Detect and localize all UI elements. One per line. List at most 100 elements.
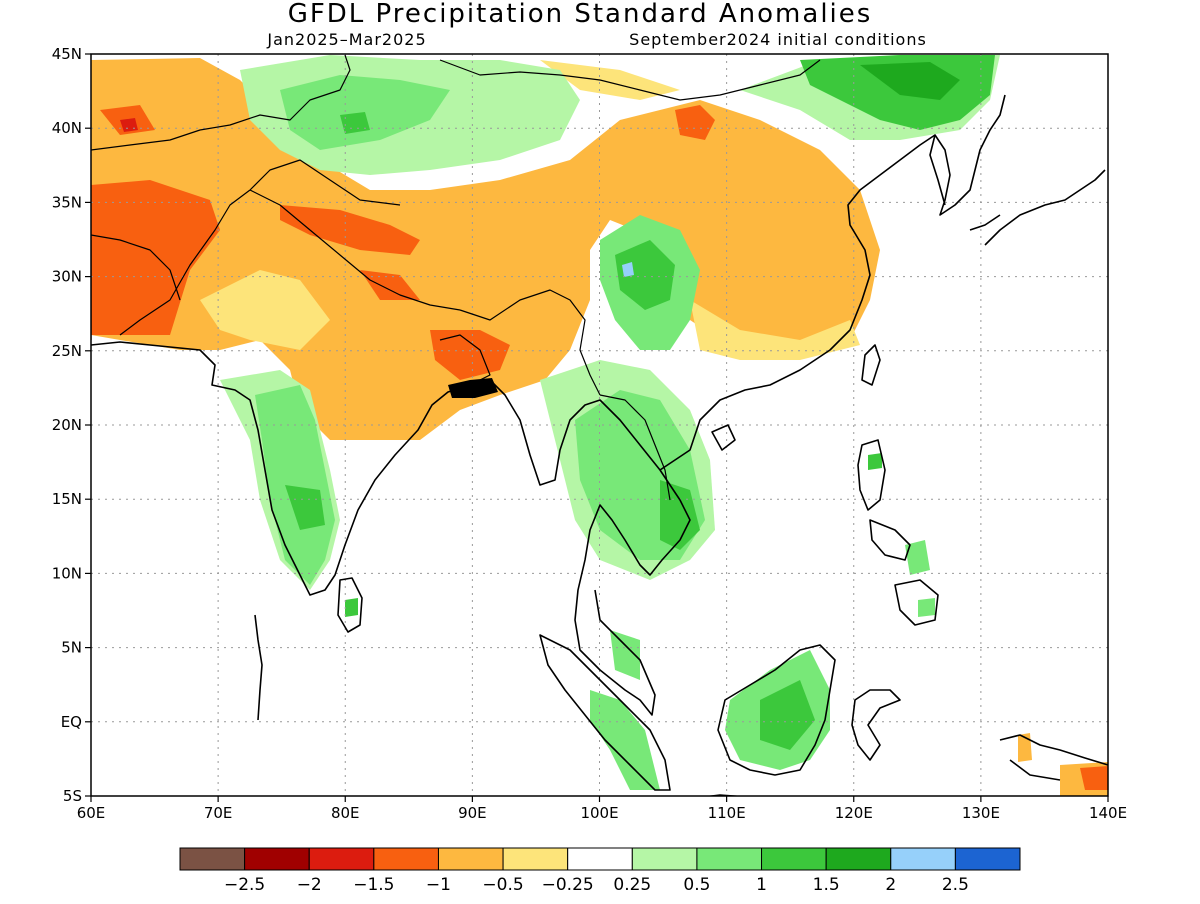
- coastline-south-asia: [91, 341, 691, 716]
- colorbar-label: −0.5: [482, 875, 523, 895]
- lon-tick-label: 80E: [331, 804, 360, 822]
- colorbar-swatch: [308, 847, 375, 871]
- coastline-japan: [969, 169, 1106, 246]
- wet-region-borneo-core: [760, 680, 815, 750]
- colorbar-swatch: [437, 847, 504, 871]
- dry-region-north-india: [200, 270, 330, 350]
- coastline-vietnam-china: [659, 94, 1006, 471]
- border-thailand-laos: [599, 394, 671, 501]
- coastline-taiwan: [861, 344, 881, 386]
- colorbar-label: −1: [426, 875, 451, 895]
- coastline-new-guinea: [999, 734, 1108, 781]
- lat-tick-label: EQ: [61, 713, 82, 731]
- strong-dry-bangladesh: [430, 330, 510, 380]
- lat-tick-label: 15N: [52, 490, 82, 508]
- lat-tick-label: 25N: [52, 342, 82, 360]
- coastline-sumatra: [539, 634, 671, 791]
- border-bangladesh: [439, 334, 491, 386]
- strong-dry-himalaya: [280, 205, 420, 255]
- strong-dry-tarim: [360, 270, 420, 300]
- strong-dry-afghanistan: [91, 180, 220, 335]
- colorbar-label: 0.25: [613, 875, 651, 895]
- colorbar-swatch: [631, 847, 698, 871]
- coastline-sulawesi: [851, 689, 901, 761]
- lon-tick-label: 110E: [708, 804, 746, 822]
- colorbar-swatch: [825, 847, 892, 871]
- wet-region-luzon: [868, 453, 882, 470]
- dry-region-mongolia: [540, 60, 680, 100]
- colorbar-swatch: [954, 847, 1021, 871]
- strong-dry-gobi: [675, 105, 715, 140]
- colorbar-label: 0.5: [683, 875, 710, 895]
- wet-region-tianshan-peak: [340, 112, 370, 134]
- colorbar-label: 2: [885, 875, 896, 895]
- coastline-mindanao: [894, 579, 939, 626]
- strong-dry-new-guinea: [1080, 766, 1108, 790]
- lon-tick-label: 120E: [835, 804, 873, 822]
- colorbar: −2.5 −2 −1.5 −1 −0.5 −0.25 0.25 0.5 1 1.5 2 2.5: [179, 847, 1021, 895]
- coastline-visayas: [869, 519, 911, 561]
- lat-tick-label: 20N: [52, 416, 82, 434]
- coastline-korea: [929, 134, 946, 206]
- colorbar-swatch: [761, 847, 827, 871]
- colorbar-swatch: [373, 847, 439, 871]
- border-mongolia: [439, 59, 821, 101]
- colorbar-swatch: [890, 847, 956, 871]
- wet-region-india-core: [285, 485, 325, 530]
- wet-region-sichuan-core: [615, 240, 675, 310]
- wet-region-srilanka: [345, 598, 358, 617]
- map-title: GFDL Precipitation Standard Anomalies: [288, 0, 873, 29]
- lat-tick-label: 40N: [52, 119, 82, 137]
- anomaly-shading: [91, 55, 1108, 796]
- border-central-asia: [91, 54, 351, 151]
- colorbar-swatch: [244, 847, 310, 871]
- colorbar-swatch: [502, 847, 569, 871]
- lat-tick-label: 5N: [61, 639, 82, 657]
- border-pakistan: [119, 189, 251, 336]
- lon-tick-label: 90E: [458, 804, 487, 822]
- lat-tick-label: 30N: [52, 268, 82, 286]
- colorbar-label: −2: [297, 875, 322, 895]
- lon-tick-label: 140E: [1089, 804, 1127, 822]
- wet-region-manchuria-core: [860, 62, 960, 100]
- border-afghanistan: [91, 234, 181, 301]
- wet-region-philippines: [905, 540, 930, 575]
- colorbar-label: 1: [756, 875, 767, 895]
- lon-tick-label: 100E: [580, 804, 618, 822]
- lon-tick-label: 130E: [962, 804, 1000, 822]
- coastline-luzon: [857, 439, 886, 511]
- coastline-maldives: [254, 614, 263, 721]
- lat-tick-label: 10N: [52, 564, 82, 582]
- coastline-srilanka: [337, 577, 363, 633]
- lat-tick-label: 45N: [52, 45, 82, 63]
- border-tibet: [249, 159, 401, 206]
- colorbar-swatch: [696, 847, 763, 871]
- lat-tick-label: 5S: [63, 787, 82, 805]
- dry-region-west-papua: [1018, 733, 1032, 762]
- colorbar-label: −2.5: [224, 875, 265, 895]
- forecast-period: Jan2025–Mar2025: [266, 30, 426, 49]
- coastlines: [91, 94, 1108, 796]
- colorbar-swatch: [179, 847, 246, 871]
- wet-region-mindanao: [918, 598, 935, 617]
- initial-conditions: September2024 initial conditions: [629, 30, 927, 49]
- colorbar-label: −1.5: [353, 875, 394, 895]
- wet-region-malaya: [610, 630, 640, 680]
- colorbar-swatch: [567, 847, 633, 871]
- border-india-nepal: [249, 189, 461, 311]
- dry-region-south-china: [690, 300, 860, 360]
- national-borders: [91, 54, 821, 501]
- lon-tick-label: 70E: [204, 804, 233, 822]
- coastline-borneo: [717, 644, 836, 776]
- coastline-hainan: [711, 424, 736, 451]
- wet-region-sumatra: [590, 690, 660, 790]
- very-wet-spot-sichuan: [622, 262, 634, 277]
- ganges-delta: [448, 378, 498, 398]
- colorbar-label: 1.5: [813, 875, 840, 895]
- border-myanmar: [459, 289, 601, 396]
- lat-tick-label: 35N: [52, 193, 82, 211]
- colorbar-label: 2.5: [942, 875, 969, 895]
- lon-tick-label: 60E: [77, 804, 106, 822]
